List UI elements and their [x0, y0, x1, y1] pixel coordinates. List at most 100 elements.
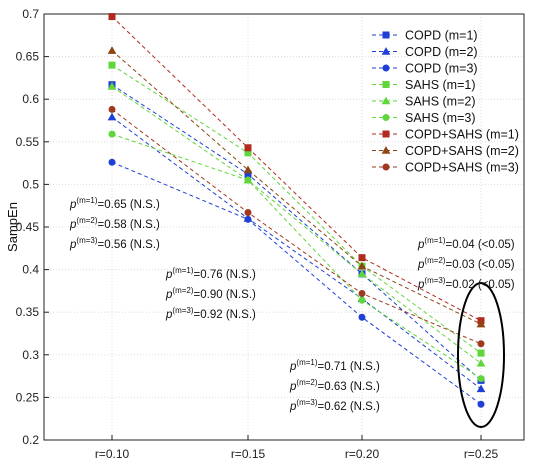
axes: 0.2 0.25 0.3 0.35 0.4 0.45 0.5 0.55 0.6 0.65 0.7 r=…: [5, 7, 525, 461]
p-value-text: =0.65 (N.S.): [97, 199, 160, 211]
data-point: [107, 46, 117, 54]
data-point: [243, 165, 253, 174]
p-value-text: =0.92 (N.S.): [193, 309, 256, 321]
p-superscript: (m=2): [296, 378, 318, 387]
p-superscript: (m=1): [172, 266, 194, 275]
p-value-line: p(m=3)=0.62 (N.S.): [290, 395, 380, 415]
y-tick-label: 0.25: [16, 390, 40, 404]
series-line: [111, 84, 482, 381]
p-value-line: p(m=3)=0.92 (N.S.): [166, 303, 256, 323]
series-lines: [111, 16, 482, 405]
data-point: [477, 375, 485, 383]
p-superscript: (m=3): [424, 276, 446, 285]
legend-marker: [381, 47, 391, 55]
data-point: [244, 215, 252, 223]
p-value-text: =0.04 (<0.05): [445, 239, 515, 251]
series-line: [111, 16, 482, 322]
p-symbol: p: [166, 289, 173, 301]
y-tick-label: 0.55: [16, 135, 40, 149]
p-value-line: p(m=2)=0.90 (N.S.): [166, 283, 256, 303]
p-superscript: (m=1): [76, 196, 98, 205]
annotation-r010: p(m=1)=0.65 (N.S.) p(m=2)=0.58 (N.S.) p(m=…: [70, 193, 160, 253]
p-symbol: p: [418, 279, 425, 291]
p-superscript: (m=2): [424, 256, 446, 265]
p-value-line: p(m=2)=0.03 (<0.05): [418, 253, 515, 273]
data-point: [244, 176, 252, 184]
legend-label: COPD (m=2): [405, 45, 478, 59]
p-superscript: (m=2): [76, 216, 98, 225]
data-point: [357, 269, 367, 278]
p-superscript: (m=3): [172, 306, 194, 315]
x-tick-label: r=0.25: [464, 447, 499, 461]
legend-label: COPD (m=1): [405, 29, 478, 43]
data-point: [108, 130, 116, 138]
p-symbol: p: [290, 401, 297, 413]
legend-marker: [382, 31, 390, 39]
p-symbol: p: [166, 269, 173, 281]
annotation-r025: p(m=1)=0.04 (<0.05) p(m=2)=0.03 (<0.05) p(…: [418, 233, 515, 293]
legend-label: SAHS (m=2): [405, 95, 476, 109]
data-point: [358, 296, 366, 304]
legend-marker: [381, 96, 391, 105]
p-symbol: p: [290, 381, 297, 393]
p-value-line: p(m=3)=0.02 (<0.05): [418, 273, 515, 293]
legend-label: COPD+SAHS (m=1): [405, 128, 519, 142]
data-point: [476, 384, 486, 393]
p-value-text: =0.56 (N.S.): [97, 239, 160, 251]
p-value-text: =0.71 (N.S.): [317, 361, 380, 373]
p-value-text: =0.02 (<0.05): [445, 279, 515, 291]
data-point: [358, 254, 366, 262]
legend: COPD (m=1) COPD (m=2) COPD (m=3) SAHS (m=1)…: [372, 29, 519, 175]
y-tick-label: 0.6: [22, 92, 39, 106]
p-symbol: p: [418, 259, 425, 271]
p-value-line: p(m=1)=0.04 (<0.05): [418, 233, 515, 253]
p-value-text: =0.76 (N.S.): [193, 269, 256, 281]
annotation-r015: p(m=1)=0.76 (N.S.) p(m=2)=0.90 (N.S.) p(m=…: [166, 263, 256, 323]
p-value-text: =0.62 (N.S.): [317, 401, 380, 413]
p-value-text: =0.90 (N.S.): [193, 289, 256, 301]
data-point: [477, 349, 485, 357]
y-tick-label: 0.5: [22, 177, 39, 191]
legend-label: COPD+SAHS (m=2): [405, 144, 519, 158]
legend-marker: [382, 64, 390, 72]
data-point: [358, 289, 366, 297]
data-point: [477, 400, 485, 408]
x-tick-label: r=0.10: [95, 447, 130, 461]
p-value-text: =0.58 (N.S.): [97, 219, 160, 231]
p-value-text: =0.03 (<0.05): [445, 259, 515, 271]
plot-frame: [43, 13, 525, 441]
data-point: [476, 358, 486, 367]
y-tick-label: 0.35: [16, 305, 40, 319]
p-superscript: (m=3): [296, 398, 318, 407]
legend-label: SAHS (m=1): [405, 78, 476, 92]
x-tick-label: r=0.15: [231, 447, 266, 461]
data-point: [108, 158, 116, 166]
p-value-line: p(m=1)=0.71 (N.S.): [290, 355, 380, 375]
legend-marker: [382, 163, 390, 171]
p-value-line: p(m=2)=0.63 (N.S.): [290, 375, 380, 395]
p-superscript: (m=1): [296, 358, 318, 367]
p-symbol: p: [166, 309, 173, 321]
data-point: [244, 209, 252, 217]
series-line: [111, 64, 482, 354]
series-line: [111, 161, 482, 405]
data-point: [107, 82, 117, 90]
legend-marker: [382, 114, 390, 121]
data-point: [108, 13, 116, 21]
highlight-ellipse: [457, 282, 505, 428]
p-symbol: p: [70, 199, 77, 211]
p-superscript: (m=1): [424, 236, 446, 245]
y-tick-label: 0.3: [22, 348, 39, 362]
series-line: [111, 133, 482, 380]
y-tick-label: 0.7: [22, 7, 39, 21]
p-symbol: p: [290, 361, 297, 373]
legend-marker: [381, 146, 391, 154]
p-symbol: p: [70, 239, 77, 251]
series-line: [111, 50, 482, 325]
y-tick-label: 0.45: [16, 220, 40, 234]
data-point: [477, 340, 485, 348]
series-line: [111, 86, 482, 364]
p-value-line: p(m=2)=0.58 (N.S.): [70, 213, 160, 233]
data-point: [358, 313, 366, 321]
data-point: [108, 61, 116, 69]
